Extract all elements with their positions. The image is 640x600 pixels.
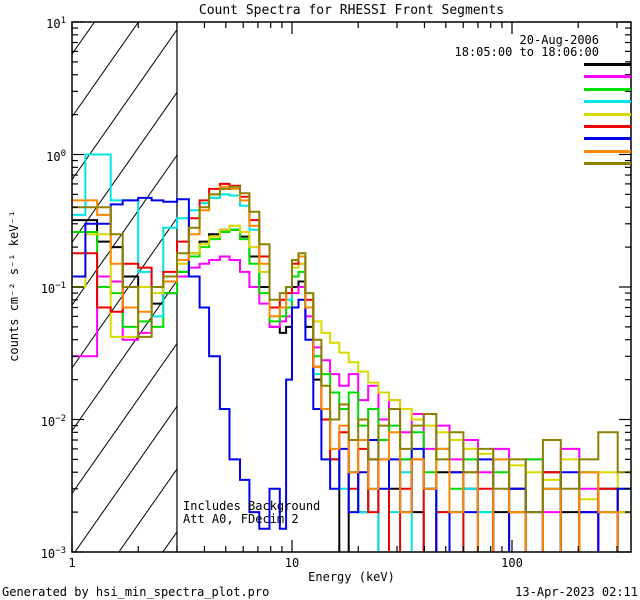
annotation-line-2: Att A0, FDecim 2 xyxy=(183,511,299,526)
page-title: Count Spectra for RHESSI Front Segments xyxy=(198,3,505,18)
y-tick-label-10e0: 100 xyxy=(46,148,66,164)
legend-swatch-9F xyxy=(584,162,631,166)
spectra-series xyxy=(72,153,631,552)
x-tick-label-100: 100 xyxy=(501,556,523,570)
legend-swatch-5F xyxy=(584,112,631,116)
legend-swatch-6F xyxy=(584,125,631,128)
x-tick-label-1: 1 xyxy=(68,556,76,570)
axis-ticks xyxy=(71,21,631,553)
legend-swatch-2F xyxy=(584,75,631,79)
series-8F xyxy=(72,185,619,552)
series-7F xyxy=(72,196,631,552)
observation-time-range: 18:05:00 to 18:06:00 xyxy=(454,45,600,59)
y-tick-label-10e-2: 10−2 xyxy=(40,413,66,429)
annotation-line-1: Includes Background xyxy=(183,499,321,513)
y-tick-label-10e-3: 10−3 xyxy=(40,546,66,561)
legend-swatch-8F xyxy=(584,149,631,153)
y-tick-label-10e1: 101 xyxy=(46,16,66,31)
render-timestamp: 13-Apr-2023 02:11 xyxy=(515,585,638,599)
series-9F xyxy=(72,185,631,514)
generator-credit: Generated by hsi_min_spectra_plot.pro xyxy=(2,585,270,599)
legend-swatch-4F xyxy=(584,100,631,104)
observation-date: 20-Aug-2006 xyxy=(519,33,599,47)
legend-swatch-1F xyxy=(584,63,631,66)
x-axis-label: Energy (keV) xyxy=(308,570,395,584)
legend-swatch-3F xyxy=(584,87,631,91)
plot-annotation: Includes Background Att A0, FDecim 2 xyxy=(183,500,320,525)
x-tick-label-10: 10 xyxy=(284,556,300,570)
legend-swatch-7F xyxy=(584,137,631,141)
y-tick-label-10e-1: 10−1 xyxy=(40,281,66,296)
